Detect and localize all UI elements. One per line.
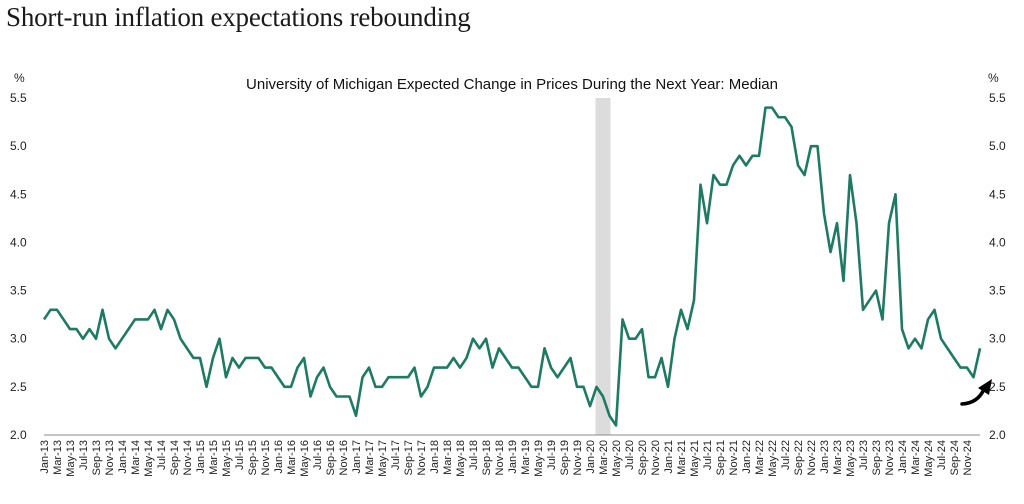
x-tick-label: Jan-14 [117, 440, 129, 474]
x-tick-label: Nov-13 [104, 440, 116, 475]
x-tick-label: May-23 [845, 440, 857, 477]
right-axis-unit: % [988, 71, 999, 85]
x-tick-label: Jan-21 [663, 440, 675, 474]
x-tick-label: Mar-20 [598, 440, 610, 475]
x-tick-label: Nov-16 [338, 440, 350, 475]
y-tick-label-left: 3.5 [10, 284, 27, 298]
x-tick-label: Mar-15 [208, 440, 220, 475]
series-line [42, 106, 982, 427]
recession-shading [595, 98, 611, 435]
x-tick-label: Jul-16 [312, 440, 324, 470]
x-tick-label: Nov-17 [416, 440, 428, 475]
x-tick-label: May-19 [533, 440, 545, 477]
x-tick-label: Jul-14 [156, 440, 168, 470]
x-tick-label: Nov-21 [728, 440, 740, 475]
x-tick-label: Jul-17 [390, 440, 402, 470]
x-tick-label: Mar-18 [442, 440, 454, 475]
x-tick-label: Jan-23 [819, 440, 831, 474]
x-tick-label: Mar-24 [910, 440, 922, 475]
x-tick-label: Jul-24 [936, 440, 948, 470]
x-tick-label: Nov-18 [494, 440, 506, 475]
x-tick-label: Jul-23 [858, 440, 870, 470]
x-tick-label: Sep-18 [481, 440, 493, 475]
left-axis-unit: % [14, 71, 25, 85]
x-tick-label: Mar-17 [364, 440, 376, 475]
x-tick-label: Jul-22 [780, 440, 792, 470]
x-tick-label: May-16 [299, 440, 311, 477]
x-tick-label: May-15 [221, 440, 233, 477]
y-tick-label-right: 4.5 [989, 187, 1006, 201]
y-tick-label-right: 2.5 [989, 380, 1006, 394]
x-tick-label: Sep-20 [637, 440, 649, 475]
x-tick-label: Jul-20 [624, 440, 636, 470]
y-tick-label-right: 4.0 [989, 235, 1006, 249]
y-tick-label-right: 5.5 [989, 91, 1006, 105]
x-tick-label: Mar-21 [676, 440, 688, 475]
x-tick-label: Mar-13 [52, 440, 64, 475]
chart-title: University of Michigan Expected Change i… [246, 76, 778, 93]
x-tick-label: Jul-21 [702, 440, 714, 470]
x-tick-label: May-24 [923, 440, 935, 477]
x-tick-label: Jan-22 [741, 440, 753, 474]
x-tick-label: Nov-20 [650, 440, 662, 475]
x-tick-label: Jan-19 [507, 440, 519, 474]
x-tick-label: Nov-14 [182, 440, 194, 475]
x-tick-label: Nov-24 [962, 440, 974, 475]
y-tick-label-left: 2.5 [10, 380, 27, 394]
x-tick-label: Jan-16 [273, 440, 285, 474]
page-title: Short-run inflation expectations rebound… [6, 2, 471, 32]
x-tick-label: Jul-18 [468, 440, 480, 470]
x-tick-label: Nov-19 [572, 440, 584, 475]
y-tick-label-left: 5.5 [10, 91, 27, 105]
y-tick-label-left: 2.0 [10, 428, 27, 442]
x-tick-label: Jan-24 [897, 440, 909, 474]
x-tick-label: Jan-18 [429, 440, 441, 474]
y-tick-label-left: 4.5 [10, 187, 27, 201]
x-tick-label: Sep-23 [871, 440, 883, 475]
y-tick-label-left: 3.0 [10, 332, 27, 346]
x-tick-label: Sep-21 [715, 440, 727, 475]
y-tick-label-right: 3.0 [989, 332, 1006, 346]
x-tick-label: Sep-22 [793, 440, 805, 475]
x-tick-label: May-18 [455, 440, 467, 477]
y-tick-label-right: 2.0 [989, 428, 1006, 442]
x-tick-label: Mar-22 [754, 440, 766, 475]
x-tick-label: Nov-22 [806, 440, 818, 475]
x-tick-label: May-21 [689, 440, 701, 477]
x-tick-label: Mar-14 [130, 440, 142, 475]
y-tick-label-right: 5.0 [989, 139, 1006, 153]
x-tick-label: Jul-15 [234, 440, 246, 470]
x-tick-label: Jan-15 [195, 440, 207, 474]
x-tick-label: Sep-24 [949, 440, 961, 475]
x-tick-label: Mar-16 [286, 440, 298, 475]
x-tick-label: Jan-13 [39, 440, 51, 474]
x-tick-label: Sep-14 [169, 440, 181, 475]
x-tick-label: Sep-19 [559, 440, 571, 475]
x-tick-label: Jan-20 [585, 440, 597, 474]
curved-up-arrow-icon [960, 379, 992, 406]
x-tick-label: Nov-23 [884, 440, 896, 475]
x-tick-label: May-17 [377, 440, 389, 477]
x-tick-label: May-22 [767, 440, 779, 477]
y-tick-label-left: 4.0 [10, 235, 27, 249]
x-tick-label: Mar-19 [520, 440, 532, 475]
y-tick-label-left: 5.0 [10, 139, 27, 153]
x-tick-label: Sep-16 [325, 440, 337, 475]
x-tick-label: Jul-19 [546, 440, 558, 470]
x-tick-label: May-14 [143, 440, 155, 477]
x-tick-label: Sep-13 [91, 440, 103, 475]
y-tick-label-right: 3.5 [989, 284, 1006, 298]
x-tick-label: May-13 [65, 440, 77, 477]
x-tick-label: Jan-17 [351, 440, 363, 474]
x-tick-label: Jul-13 [78, 440, 90, 470]
x-tick-label: May-20 [611, 440, 623, 477]
x-tick-label: Mar-23 [832, 440, 844, 475]
x-tick-label: Sep-15 [247, 440, 259, 475]
x-tick-label: Nov-15 [260, 440, 272, 475]
x-tick-label: Sep-17 [403, 440, 415, 475]
